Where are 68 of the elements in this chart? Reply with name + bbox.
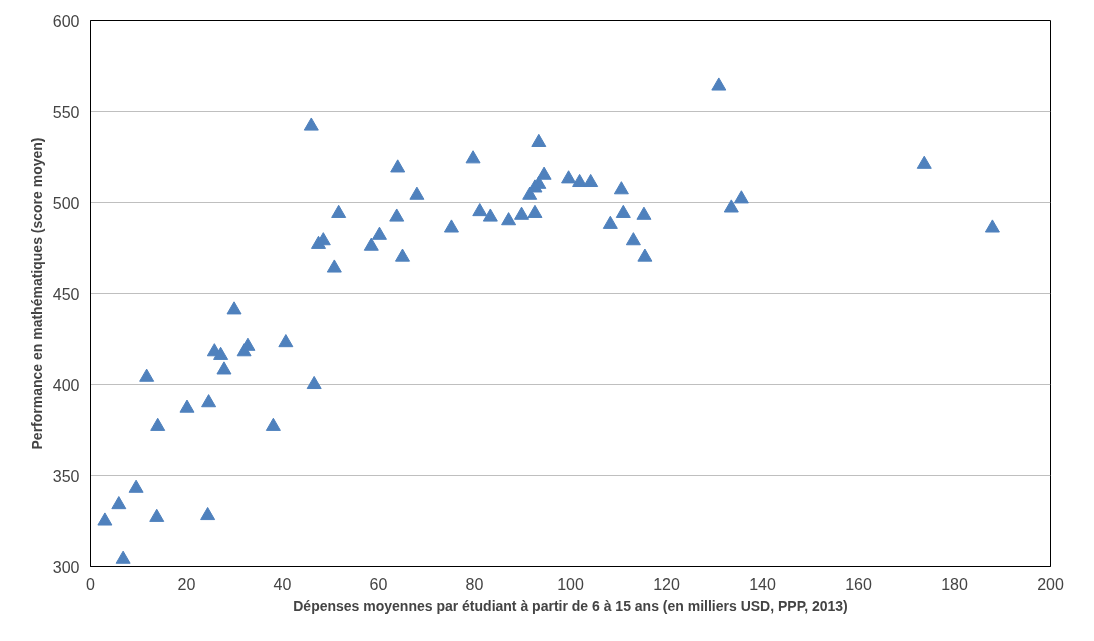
point (482, 208, 498, 222)
point (97, 512, 113, 526)
point (265, 417, 281, 431)
x-tick-label: 20 (177, 575, 196, 593)
point (501, 212, 517, 226)
x-tick-label: 0 (86, 575, 96, 593)
point (409, 186, 425, 200)
point (278, 334, 294, 348)
point (179, 399, 195, 413)
point (226, 301, 242, 315)
x-tick-label: 180 (941, 575, 968, 593)
point (216, 361, 232, 375)
point (723, 199, 739, 213)
x-tick-label: 100 (557, 575, 584, 593)
x-tick-label: 40 (273, 575, 292, 593)
x-tick-label: 80 (465, 575, 484, 593)
point (583, 173, 599, 188)
point (531, 133, 547, 147)
point (115, 550, 131, 564)
y-tick-label: 500 (52, 194, 80, 212)
point (514, 206, 530, 220)
point (916, 155, 932, 169)
point (200, 506, 216, 521)
point (150, 417, 166, 431)
x-tick-label: 60 (369, 575, 388, 593)
point (128, 479, 144, 493)
point (625, 232, 641, 246)
point (733, 190, 749, 204)
x-tick-label: 160 (845, 575, 872, 593)
point (443, 219, 459, 233)
point (465, 150, 481, 164)
point (527, 204, 543, 218)
x-tick-label: 120 (653, 575, 680, 593)
point (213, 346, 229, 360)
x-axis-title: Dépenses moyennes par étudiant à partir de 6 à 15 ans (en milliers USD, PPP, 2013) (293, 597, 848, 614)
y-tick-label: 300 (52, 558, 80, 576)
point (984, 219, 1000, 233)
point (561, 170, 577, 184)
y-tick-label: 350 (52, 467, 80, 485)
point (613, 181, 629, 195)
point (395, 248, 410, 262)
point (472, 203, 488, 217)
point (636, 206, 652, 220)
point (303, 117, 319, 131)
point (389, 208, 405, 222)
point (326, 259, 342, 273)
y-axis-title: Performance en mathématiques (score moyen) (28, 137, 45, 450)
point (306, 375, 322, 390)
point (602, 215, 618, 229)
x-tick-label: 200 (1037, 575, 1064, 593)
y-tick-label: 600 (52, 12, 80, 30)
y-tick-label: 400 (52, 376, 80, 394)
point (371, 226, 387, 240)
point (536, 166, 552, 180)
point (637, 248, 653, 262)
point (111, 496, 127, 510)
point (139, 368, 155, 382)
x-tick-label: 140 (749, 575, 776, 593)
point (390, 159, 406, 173)
point (201, 394, 217, 408)
point (240, 337, 256, 351)
point (149, 508, 165, 522)
point (615, 204, 631, 218)
point (711, 77, 727, 91)
point (363, 237, 379, 251)
point (331, 204, 347, 218)
y-tick-label: 450 (52, 285, 80, 303)
y-tick-label: 550 (52, 103, 80, 121)
